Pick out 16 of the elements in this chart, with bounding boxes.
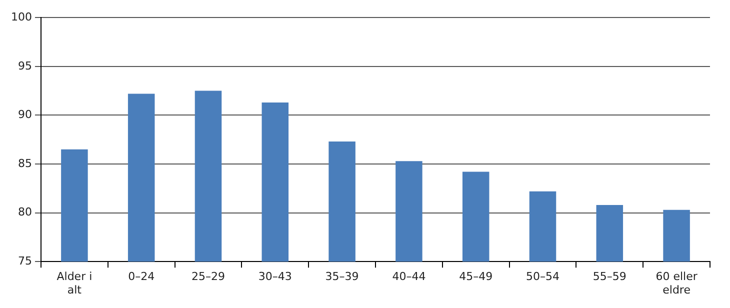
x-tick-label: 25–29 xyxy=(191,270,225,284)
y-tick-label: 90 xyxy=(18,108,32,122)
y-tick-label: 85 xyxy=(18,156,32,170)
x-tick-label: 55–59 xyxy=(592,270,626,284)
y-tick-label: 75 xyxy=(18,254,32,268)
y-tick-label: 80 xyxy=(18,206,32,219)
x-tick-label: 45–49 xyxy=(459,270,493,284)
x-tick-label: 35–39 xyxy=(325,270,359,284)
y-tick-label: 100 xyxy=(10,10,32,24)
x-tick-label: 30–43 xyxy=(258,270,292,284)
y-tick-label: 95 xyxy=(18,59,32,72)
x-tick-label: Alder i alt xyxy=(56,270,92,296)
x-tick-label: 0–24 xyxy=(128,270,155,284)
x-tick-label: 50–54 xyxy=(526,270,560,284)
x-tick-label: 40–44 xyxy=(392,270,426,284)
x-tick-label: 60 eller eldre xyxy=(656,270,698,296)
